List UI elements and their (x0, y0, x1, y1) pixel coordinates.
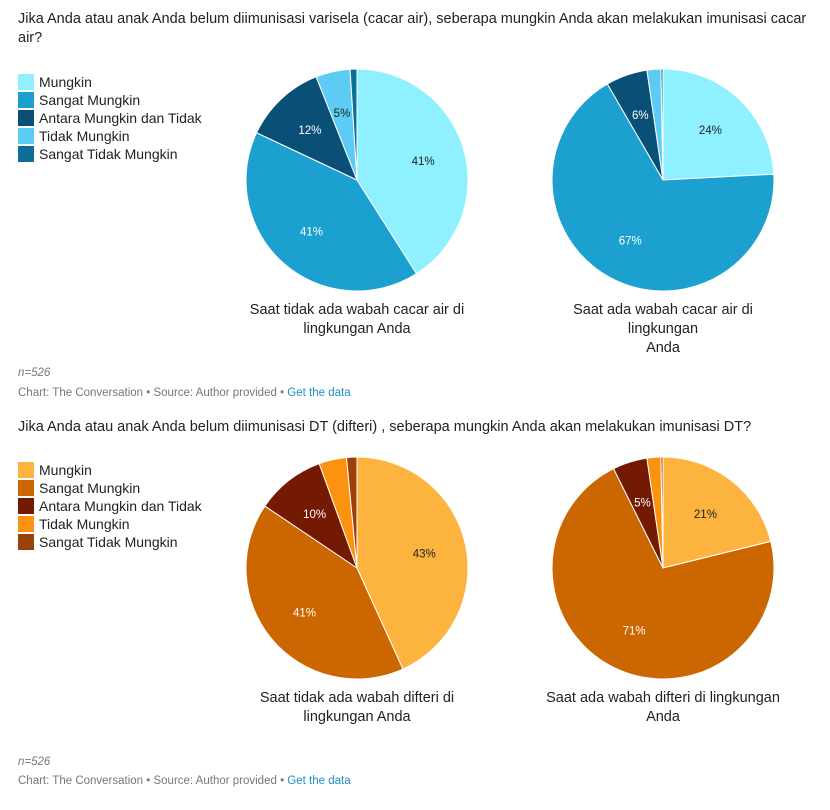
sample-size-note: n=526 (18, 756, 51, 768)
legend-label: Sangat Mungkin (39, 92, 141, 108)
legend-swatch (18, 110, 34, 126)
pie-data-label-antara: 5% (634, 497, 651, 509)
pie-slice-sangat-tidak-mungkin (660, 68, 664, 181)
pie-data-label-mungkin: 41% (412, 156, 435, 168)
caption-line: Anda (646, 709, 680, 725)
pie-chart-no-outbreak-varicella: 41% 41% 12% 5% (245, 68, 469, 292)
get-the-data-link[interactable]: Get the data (287, 775, 351, 787)
legend: Mungkin Sangat Mungkin Antara Mungkin da… (18, 461, 202, 551)
pie-slice-sangat-tidak-mungkin (349, 68, 358, 181)
pie-data-label-antara: 6% (632, 110, 649, 122)
pie-slice-sangat-mungkin (245, 505, 404, 680)
pie-data-label-antara: 10% (303, 509, 326, 521)
pie-slice-mungkin (356, 68, 469, 275)
legend-label: Mungkin (39, 74, 92, 90)
sample-size-note: n=526 (18, 367, 51, 379)
pie-slice-mungkin (356, 456, 469, 670)
get-the-data-link[interactable]: Get the data (287, 387, 351, 399)
legend-swatch (18, 498, 34, 514)
pie-data-label-sangat-mungkin: 67% (619, 236, 642, 248)
pie-data-label-mungkin: 21% (694, 509, 717, 521)
legend-swatch (18, 128, 34, 144)
legend-label: Sangat Tidak Mungkin (39, 534, 178, 550)
pie-slice-sangat-tidak-mungkin (660, 456, 664, 569)
legend-item-sangat-tidak-mungkin: Sangat Tidak Mungkin (18, 533, 202, 551)
legend-label: Sangat Tidak Mungkin (39, 146, 178, 162)
legend-label: Tidak Mungkin (39, 516, 130, 532)
pie-slice-mungkin (662, 456, 772, 569)
legend-swatch (18, 92, 34, 108)
pie-caption: Saat tidak ada wabah difteri di lingkung… (232, 689, 482, 727)
pie-slice-sangat-tidak-mungkin (345, 456, 358, 569)
pie-data-label-mungkin: 24% (699, 125, 722, 137)
legend-item-tidak-mungkin: Tidak Mungkin (18, 127, 202, 145)
caption-line: lingkungan Anda (303, 321, 411, 337)
pie-data-label-sangat-mungkin: 41% (293, 607, 316, 619)
legend-item-antara: Antara Mungkin dan Tidak (18, 497, 202, 515)
caption-line: Anda (646, 340, 680, 356)
question-title: Jika Anda atau anak Anda belum diimunisa… (18, 11, 807, 46)
pie-slice-sangat-mungkin (245, 132, 418, 292)
legend-label: Mungkin (39, 462, 92, 478)
caption-line: Saat tidak ada wabah cacar air di (249, 302, 465, 318)
legend-item-sangat-tidak-mungkin: Sangat Tidak Mungkin (18, 145, 202, 163)
pie-data-label-sangat-mungkin: 41% (300, 227, 323, 239)
legend-item-tidak-mungkin: Tidak Mungkin (18, 515, 202, 533)
caption-line: lingkungan Anda (303, 709, 411, 725)
legend-label: Antara Mungkin dan Tidak (39, 498, 202, 514)
source-line: Chart: The Conversation • Source: Author… (18, 387, 351, 399)
pie-data-label-mungkin: 43% (413, 548, 436, 560)
source-line: Chart: The Conversation • Source: Author… (18, 775, 351, 787)
legend-item-sangat-mungkin: Sangat Mungkin (18, 479, 202, 497)
legend-item-mungkin: Mungkin (18, 73, 202, 91)
legend-swatch (18, 462, 34, 478)
pie-caption: Saat ada wabah difteri di lingkungan And… (538, 689, 788, 727)
caption-line: Saat tidak ada wabah difteri di (259, 690, 455, 706)
pie-caption: Saat ada wabah cacar air di lingkungan A… (538, 301, 788, 358)
question-title: Jika Anda atau anak Anda belum diimunisa… (18, 419, 752, 435)
pie-slice-sangat-mungkin (551, 467, 775, 680)
legend-label: Antara Mungkin dan Tidak (39, 110, 202, 126)
legend-swatch (18, 480, 34, 496)
pie-data-label-sangat-mungkin: 71% (623, 625, 646, 637)
legend-swatch (18, 534, 34, 550)
pie-slice-mungkin (662, 68, 775, 181)
legend: Mungkin Sangat Mungkin Antara Mungkin da… (18, 73, 202, 163)
source-text: Chart: The Conversation • Source: Author… (18, 775, 288, 787)
legend-item-mungkin: Mungkin (18, 461, 202, 479)
chart-section-varicella: Jika Anda atau anak Anda belum diimunisa… (18, 11, 807, 399)
pie-slice-antara (255, 76, 358, 181)
pie-data-label-tidak-mungkin: 5% (334, 108, 351, 120)
caption-line: Saat ada wabah cacar air di lingkungan (573, 302, 753, 337)
legend-label: Sangat Mungkin (39, 480, 141, 496)
legend-label: Tidak Mungkin (39, 128, 130, 144)
pie-caption: Saat tidak ada wabah cacar air di lingku… (232, 301, 482, 339)
legend-swatch (18, 74, 34, 90)
legend-swatch (18, 516, 34, 532)
legend-item-antara: Antara Mungkin dan Tidak (18, 109, 202, 127)
pie-chart-outbreak-varicella: 24% 67% 6% (551, 68, 775, 292)
pie-data-label-antara: 12% (298, 125, 321, 137)
legend-swatch (18, 146, 34, 162)
legend-item-sangat-mungkin: Sangat Mungkin (18, 91, 202, 109)
pie-slice-sangat-mungkin (551, 83, 775, 292)
caption-line: Saat ada wabah difteri di lingkungan (546, 690, 780, 706)
source-text: Chart: The Conversation • Source: Author… (18, 387, 288, 399)
